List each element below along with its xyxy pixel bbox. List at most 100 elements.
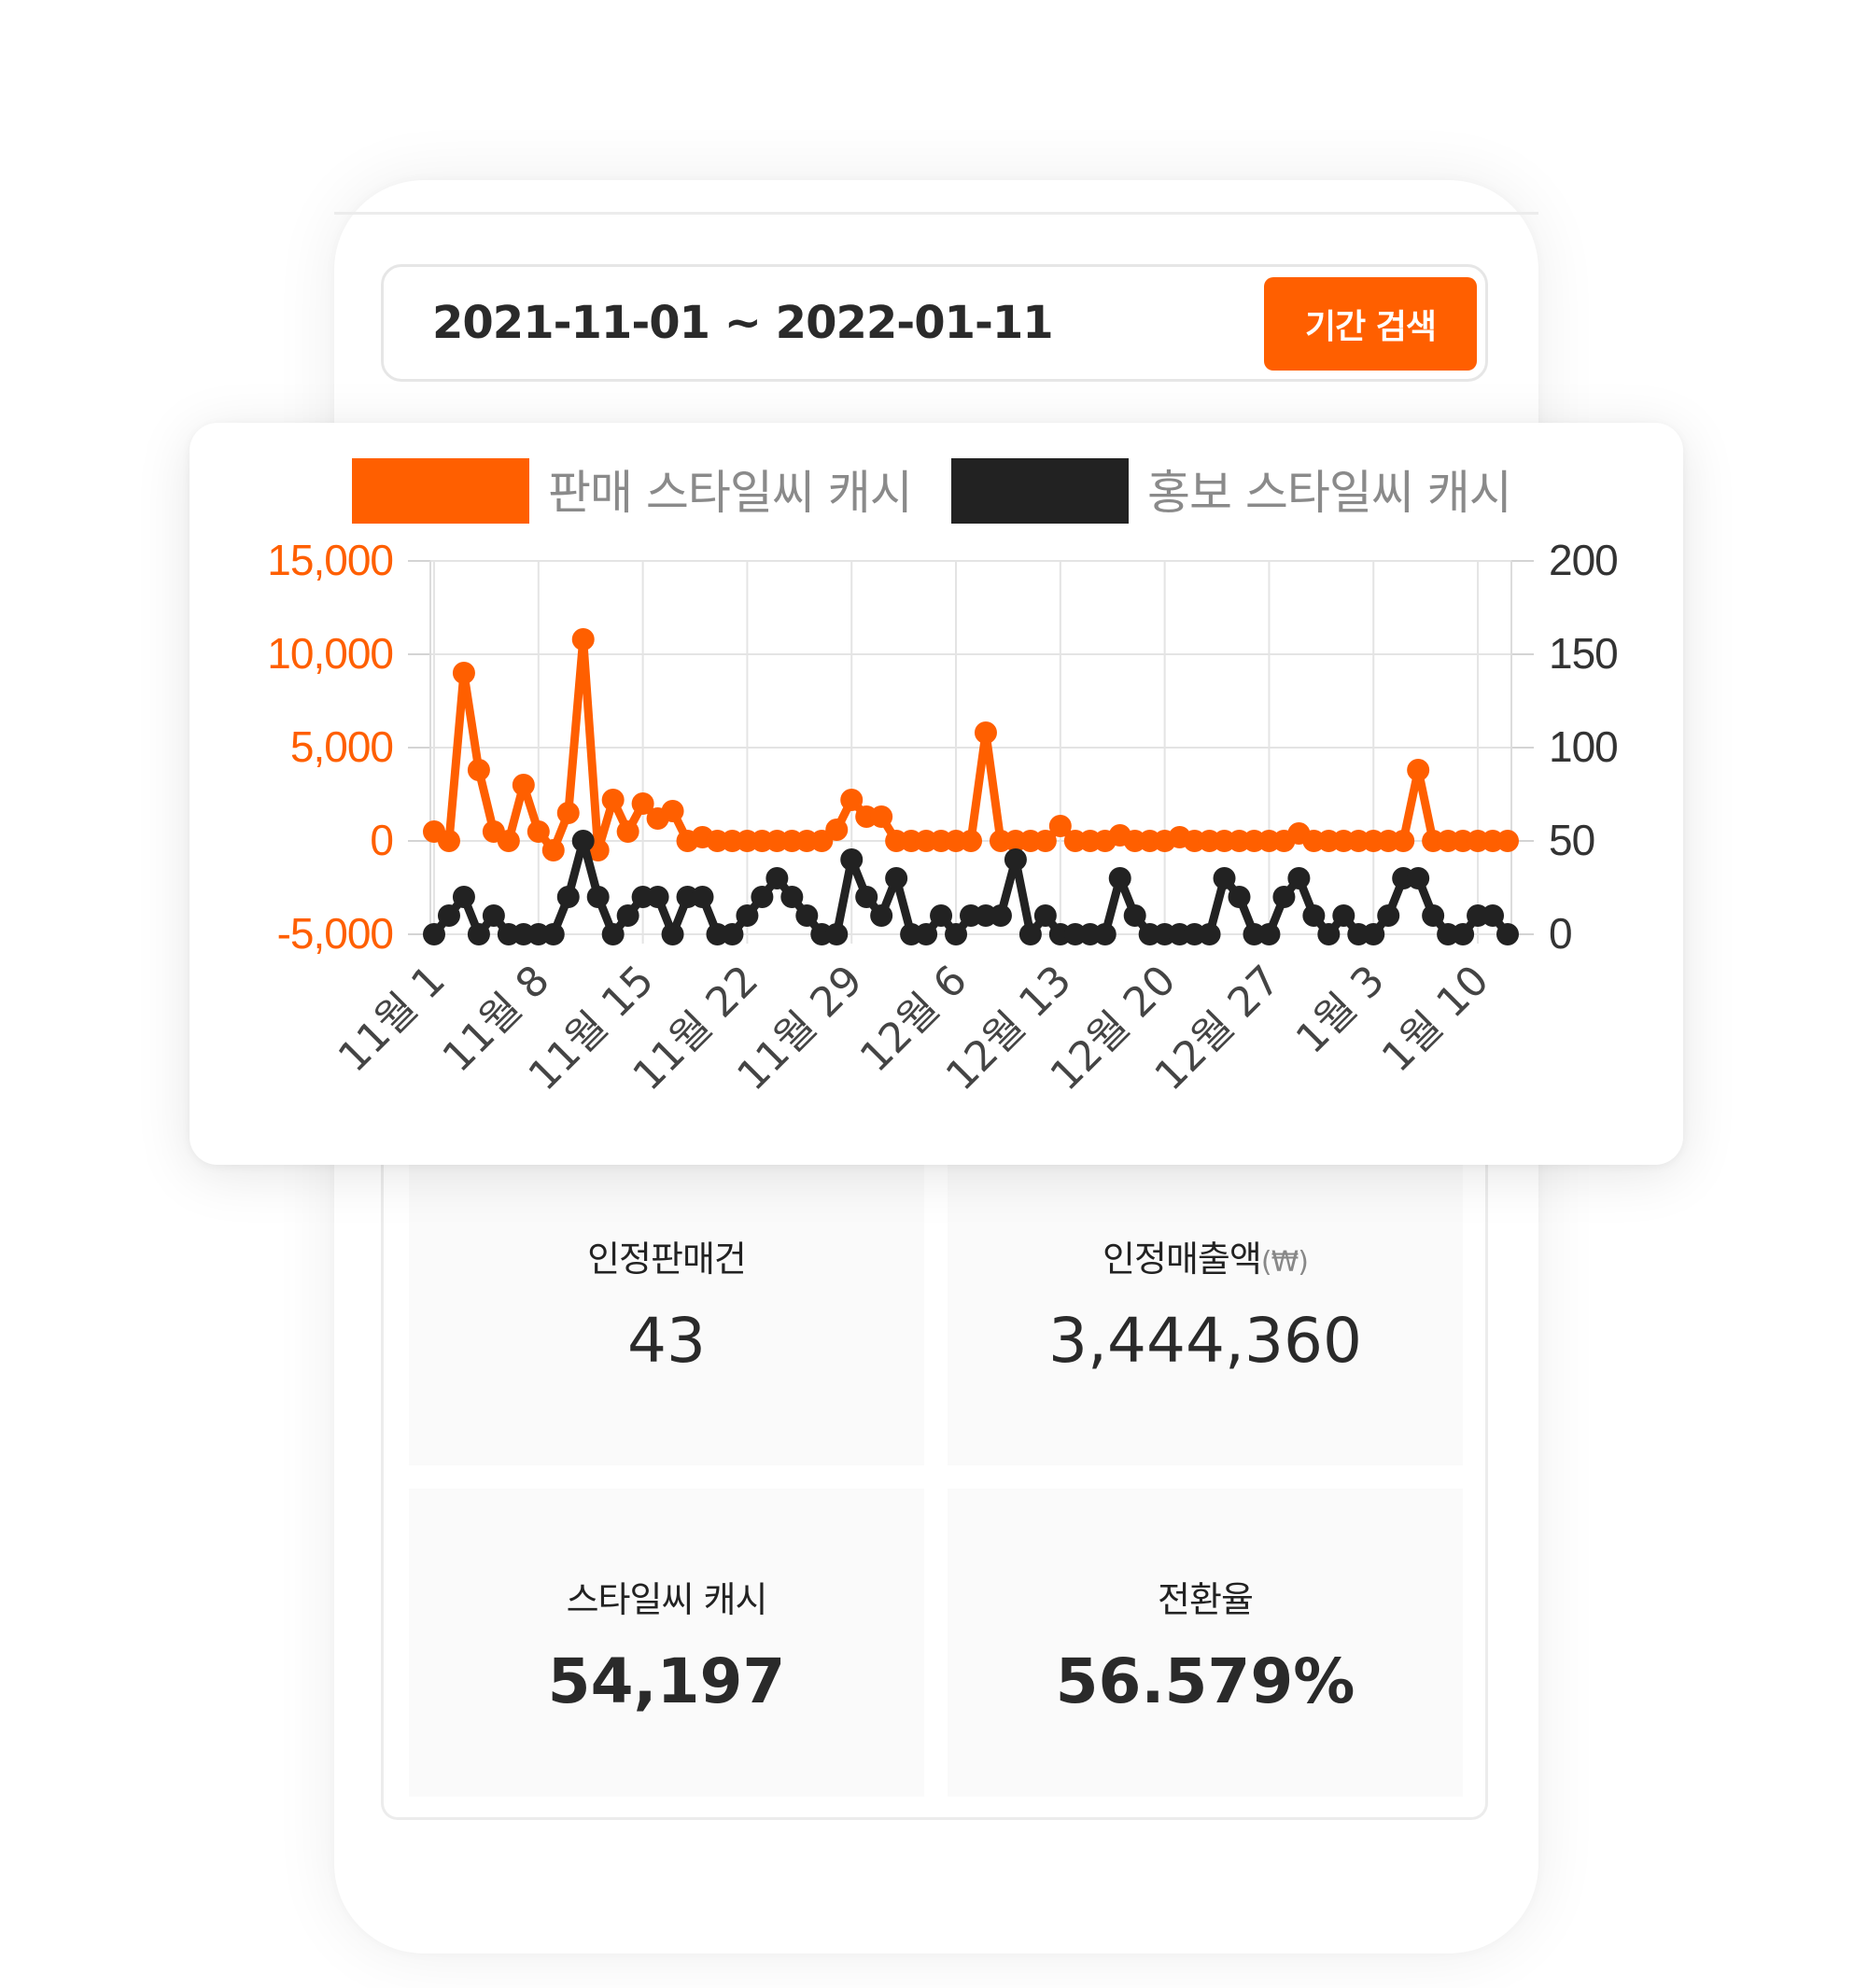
- data-point: [571, 830, 595, 852]
- data-point: [989, 904, 1012, 927]
- date-range-search-bar: 2021-11-01 ~ 2022-01-11 기간 검색: [381, 264, 1488, 382]
- data-point: [556, 802, 580, 824]
- data-point: [736, 904, 759, 927]
- series-1: [423, 628, 1519, 861]
- data-point: [1033, 830, 1057, 852]
- data-point: [601, 923, 625, 945]
- stat-label: 스타일씨 캐시: [566, 1579, 768, 1620]
- y-right-tick-label: 50: [1549, 816, 1594, 864]
- data-point: [467, 759, 490, 781]
- y-left-tick-label: 15,000: [267, 536, 393, 584]
- data-point: [1496, 923, 1519, 945]
- data-point: [1018, 923, 1042, 945]
- y-left-tick-label: 0: [370, 816, 393, 864]
- stat-conversion-rate: 전환율 56.579%: [948, 1489, 1463, 1797]
- stats-panel: 인정판매건 43 인정매출액(₩) 3,444,360 스타일씨 캐시 54,1…: [381, 1157, 1488, 1820]
- data-point: [1482, 904, 1505, 927]
- data-point: [1108, 867, 1131, 889]
- data-point: [571, 628, 595, 651]
- data-point: [423, 923, 445, 945]
- series-2: [423, 830, 1519, 945]
- data-point: [1302, 904, 1326, 927]
- stat-sales-count: 인정판매건 43: [409, 1157, 924, 1465]
- data-point: [974, 721, 997, 744]
- data-point: [780, 886, 804, 908]
- data-point: [482, 904, 505, 927]
- data-point: [870, 904, 893, 927]
- y-left-tick-label: -5,000: [277, 909, 393, 958]
- stat-value: 3,444,360: [1048, 1305, 1362, 1377]
- data-point: [616, 904, 639, 927]
- y-right-tick-label: 150: [1549, 629, 1618, 678]
- legend-swatch-series-2: [951, 458, 1129, 524]
- stat-label: 인정판매건: [587, 1239, 747, 1280]
- data-point: [885, 867, 908, 889]
- data-point: [586, 886, 610, 908]
- data-point: [1287, 867, 1311, 889]
- data-point: [452, 662, 475, 684]
- data-point: [1257, 923, 1281, 945]
- data-point: [1123, 904, 1146, 927]
- legend-label-series-2: 홍보 스타일씨 캐시: [1147, 466, 1511, 520]
- series-line: [429, 635, 1512, 855]
- data-point: [527, 820, 550, 843]
- data-point: [646, 886, 669, 908]
- data-point: [1377, 904, 1400, 927]
- data-point: [631, 792, 654, 815]
- phone-screen: [334, 212, 1538, 1988]
- data-point: [497, 830, 520, 852]
- y-left-tick-label: 10,000: [267, 629, 393, 678]
- data-point: [870, 805, 893, 828]
- chart-legend: 판매 스타일씨 캐시 홍보 스타일씨 캐시: [352, 458, 1512, 524]
- y-right-tick-label: 100: [1549, 722, 1618, 771]
- data-point: [825, 923, 849, 945]
- date-range-field[interactable]: 2021-11-01 ~ 2022-01-11: [432, 297, 1054, 349]
- legend-label-series-1: 판매 스타일씨 캐시: [548, 466, 912, 520]
- data-point: [661, 800, 684, 822]
- data-point: [751, 886, 774, 908]
- data-point: [541, 923, 565, 945]
- data-point: [512, 774, 535, 796]
- data-point: [1228, 886, 1251, 908]
- data-point: [825, 819, 849, 841]
- data-point: [556, 886, 580, 908]
- data-point: [945, 923, 968, 945]
- data-point: [1422, 904, 1445, 927]
- data-point: [915, 923, 938, 945]
- data-point: [855, 886, 878, 908]
- data-point: [1033, 904, 1057, 927]
- data-point: [1332, 904, 1355, 927]
- data-point: [661, 923, 684, 945]
- currency-unit: (₩): [1260, 1246, 1309, 1279]
- data-point: [1004, 848, 1027, 871]
- data-point: [1093, 923, 1117, 945]
- data-point: [840, 848, 864, 871]
- stat-label: 인정매출액(₩): [948, 1230, 1463, 1281]
- data-point: [452, 886, 475, 908]
- data-point: [1407, 867, 1430, 889]
- data-point: [616, 820, 639, 843]
- y-left-tick-label: 5,000: [290, 722, 393, 771]
- data-point: [1213, 867, 1236, 889]
- period-search-button[interactable]: 기간 검색: [1264, 277, 1477, 371]
- data-point: [930, 904, 953, 927]
- chart-card: -5,000 0 5,000 10,000 15,000 0 50 100 150 200 11월 …: [190, 423, 1683, 1165]
- line-chart: -5,000 0 5,000 10,000 15,000 0 50 100 150 200 11월 …: [267, 458, 1619, 1099]
- x-tick-label: 1월 10: [1373, 957, 1498, 1082]
- stat-sales-amount: 인정매출액(₩) 3,444,360: [948, 1157, 1463, 1465]
- stat-value: 54,197: [547, 1645, 786, 1717]
- y-right-tick-label: 200: [1549, 536, 1618, 584]
- y-right-tick-label: 0: [1549, 909, 1572, 958]
- data-point: [1272, 886, 1296, 908]
- data-point: [765, 867, 789, 889]
- data-point: [1392, 830, 1415, 852]
- stat-label-text: 인정매출액: [1103, 1239, 1262, 1280]
- data-point: [1317, 923, 1341, 945]
- data-point: [601, 789, 625, 811]
- data-point: [437, 830, 460, 852]
- data-point: [1452, 923, 1475, 945]
- data-point: [467, 923, 490, 945]
- x-tick-label: 11월 1: [330, 957, 455, 1082]
- data-point: [1048, 815, 1072, 837]
- data-point: [795, 904, 819, 927]
